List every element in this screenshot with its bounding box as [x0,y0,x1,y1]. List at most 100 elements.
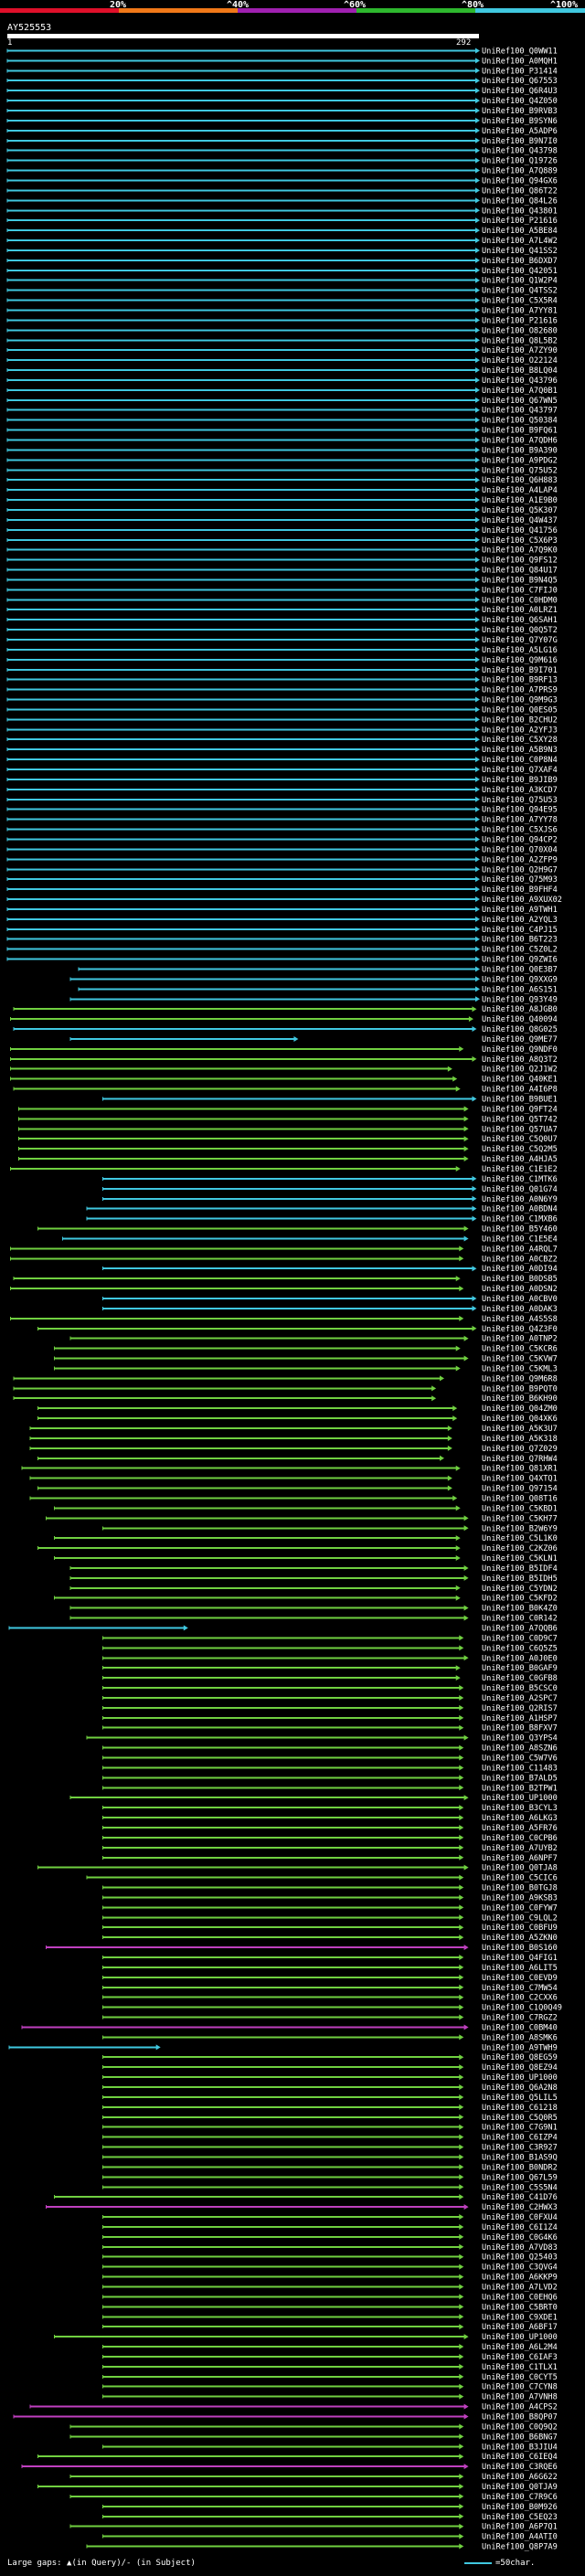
hit-label[interactable]: UniRef100_C7R9C6 [482,2493,558,2502]
hit-label[interactable]: UniRef100_Q4W437 [482,516,558,525]
hit-label[interactable]: UniRef100_C5KBD1 [482,1504,558,1513]
hit-label[interactable]: UniRef100_Q4FIG1 [482,1954,558,1963]
hit-label[interactable]: UniRef100_A7ZY90 [482,346,558,355]
hit-label[interactable]: UniRef100_B0GAF9 [482,1664,558,1673]
hit-label[interactable]: UniRef100_Q4TSS2 [482,287,558,296]
hit-label[interactable]: UniRef100_C0CYT5 [482,2373,558,2382]
hit-label[interactable]: UniRef100_A5K3U7 [482,1425,558,1434]
hit-label[interactable]: UniRef100_A3KCD7 [482,786,558,795]
hit-label[interactable]: UniRef100_C0BFU9 [482,1924,558,1933]
hit-label[interactable]: UniRef100_A0N6Y9 [482,1195,558,1204]
hit-label[interactable]: UniRef100_A7L4W2 [482,237,558,246]
hit-label[interactable]: UniRef100_A7YY78 [482,816,558,825]
hit-label[interactable]: UniRef100_A2YQL3 [482,916,558,925]
hit-label[interactable]: UniRef100_Q8L5B2 [482,336,558,345]
hit-label[interactable]: UniRef100_Q9ZWI6 [482,956,558,965]
hit-label[interactable]: UniRef100_A0TNP2 [482,1335,558,1344]
hit-label[interactable]: UniRef100_Q0WW11 [482,47,558,56]
hit-label[interactable]: UniRef100_C1Q0Q49 [482,2004,562,2013]
hit-label[interactable]: UniRef100_Q40094 [482,1015,558,1024]
hit-label[interactable]: UniRef100_B6T223 [482,936,558,945]
hit-label[interactable]: UniRef100_O82680 [482,326,558,335]
hit-label[interactable]: UniRef100_C7FIJ0 [482,586,558,595]
hit-label[interactable]: UniRef100_Q40KE1 [482,1076,558,1085]
hit-label[interactable]: UniRef100_C2CXX6 [482,1994,558,2003]
hit-label[interactable]: UniRef100_C5Q2M5 [482,1145,558,1154]
hit-label[interactable]: UniRef100_C0BM40 [482,2023,558,2032]
hit-label[interactable]: UniRef100_Q75M93 [482,875,558,885]
hit-label[interactable]: UniRef100_B6DXD7 [482,257,558,266]
hit-label[interactable]: UniRef100_A4HJA5 [482,1155,558,1164]
hit-label[interactable]: UniRef100_C5L1K0 [482,1534,558,1543]
hit-label[interactable]: UniRef100_Q4Z050 [482,97,558,106]
hit-label[interactable]: UniRef100_Q67553 [482,77,558,86]
hit-label[interactable]: UniRef100_Q84L26 [482,196,558,206]
hit-label[interactable]: UniRef100_C7CYN8 [482,2383,558,2392]
hit-label[interactable]: UniRef100_A2YFJ3 [482,726,558,735]
hit-label[interactable]: UniRef100_B5Y460 [482,1225,558,1235]
hit-label[interactable]: UniRef100_C5YDN2 [482,1585,558,1594]
hit-label[interactable]: UniRef100_C3QVG4 [482,2263,558,2273]
hit-label[interactable]: UniRef100_Q67L59 [482,2173,558,2182]
hit-label[interactable]: UniRef100_B5IDH5 [482,1574,558,1584]
hit-label[interactable]: UniRef100_Q75U53 [482,796,558,805]
hit-label[interactable]: UniRef100_P31414 [482,67,558,76]
hit-label[interactable]: UniRef100_Q6A2N8 [482,2083,558,2093]
hit-label[interactable]: UniRef100_A4CPS2 [482,2403,558,2412]
hit-label[interactable]: UniRef100_A7Q9K0 [482,546,558,556]
hit-label[interactable]: UniRef100_B9PQT0 [482,1384,558,1394]
hit-label[interactable]: UniRef100_A2SPC7 [482,1694,558,1703]
hit-label[interactable]: UniRef100_Q9FS12 [482,557,558,566]
hit-label[interactable]: UniRef100_B9RVB3 [482,107,558,116]
hit-label[interactable]: UniRef100_Q04XK6 [482,1415,558,1424]
hit-label[interactable]: UniRef100_Q0Q5T2 [482,626,558,635]
hit-label[interactable]: UniRef100_Q9M616 [482,656,558,665]
hit-label[interactable]: UniRef100_Q6R4U3 [482,87,558,96]
hit-label[interactable]: UniRef100_C6Q5Z5 [482,1644,558,1653]
hit-label[interactable]: UniRef100_Q81XR1 [482,1465,558,1474]
hit-label[interactable]: UniRef100_A7UYB2 [482,1844,558,1853]
hit-label[interactable]: UniRef100_A7VNH8 [482,2393,558,2402]
hit-label[interactable]: UniRef100_Q19726 [482,157,558,166]
hit-label[interactable]: UniRef100_Q08T16 [482,1494,558,1503]
hit-label[interactable]: UniRef100_B9FQ61 [482,427,558,436]
hit-label[interactable]: UniRef100_C6I1Z4 [482,2223,558,2232]
hit-label[interactable]: UniRef100_Q8P7A9 [482,2543,558,2552]
hit-label[interactable]: UniRef100_Q3YPS4 [482,1734,558,1744]
hit-label[interactable]: UniRef100_A7PRS9 [482,686,558,695]
hit-label[interactable]: UniRef100_A8JGB0 [482,1005,558,1014]
hit-label[interactable]: UniRef100_C1MTK6 [482,1175,558,1184]
hit-label[interactable]: UniRef100_C0D9C7 [482,1634,558,1643]
hit-label[interactable]: UniRef100_A0DSN2 [482,1285,558,1294]
hit-label[interactable]: UniRef100_B8LQ04 [482,366,558,376]
hit-label[interactable]: UniRef100_A0DAK3 [482,1305,558,1314]
hit-label[interactable]: UniRef100_C5EQ23 [482,2513,558,2522]
hit-label[interactable]: UniRef100_B9JIB9 [482,776,558,785]
hit-label[interactable]: UniRef100_Q6H883 [482,476,558,485]
hit-label[interactable]: UniRef100_UP1000 [482,2073,558,2083]
hit-label[interactable]: UniRef100_A4ATI0 [482,2533,558,2542]
hit-label[interactable]: UniRef100_A0CBZ2 [482,1255,558,1264]
hit-label[interactable]: UniRef100_A7LVD2 [482,2284,558,2293]
hit-label[interactable]: UniRef100_A7QQB6 [482,1625,558,1634]
hit-label[interactable]: UniRef100_C1MXB6 [482,1215,558,1224]
hit-label[interactable]: UniRef100_Q2RIS7 [482,1704,558,1713]
hit-label[interactable]: UniRef100_Q97154 [482,1485,558,1494]
hit-label[interactable]: UniRef100_B9N7I0 [482,137,558,146]
hit-label[interactable]: UniRef100_C0GFB8 [482,1674,558,1683]
hit-label[interactable]: UniRef100_C9LQL2 [482,1913,558,1923]
hit-label[interactable]: UniRef100_A6P7Q1 [482,2523,558,2532]
hit-label[interactable]: UniRef100_A9XUX02 [482,896,562,905]
hit-label[interactable]: UniRef100_Q9XXG9 [482,975,558,984]
hit-label[interactable]: UniRef100_A6LIT5 [482,1964,558,1973]
hit-label[interactable]: UniRef100_C7G9N1 [482,2124,558,2133]
hit-label[interactable]: UniRef100_B2W6Y9 [482,1524,558,1533]
hit-label[interactable]: UniRef100_C61218 [482,2104,558,2113]
hit-label[interactable]: UniRef100_B9BUE1 [482,1096,558,1105]
hit-label[interactable]: UniRef100_C5XJS6 [482,826,558,835]
hit-label[interactable]: UniRef100_A9TWH1 [482,906,558,915]
hit-label[interactable]: UniRef100_C7RGZ2 [482,2014,558,2023]
hit-label[interactable]: UniRef100_Q6SAH1 [482,616,558,625]
hit-label[interactable]: UniRef100_A2ZFP9 [482,855,558,864]
hit-label[interactable]: UniRef100_C11483 [482,1764,558,1773]
